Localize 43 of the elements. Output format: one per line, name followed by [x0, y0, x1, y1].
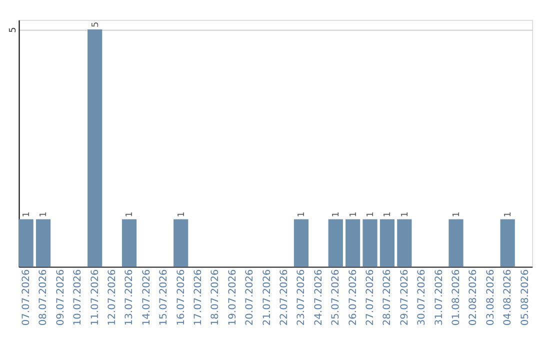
x-tick-label: 15.07.2026: [158, 269, 170, 326]
x-tick-label: 23.07.2026: [296, 269, 308, 326]
x-tick-label: 24.07.2026: [313, 269, 324, 326]
x-tick-label: 27.07.2026: [364, 269, 376, 326]
data-label: 1: [332, 212, 342, 218]
x-tick-label: 08.07.2026: [38, 269, 50, 326]
x-tick-label: 28.07.2026: [382, 269, 394, 326]
data-label: 1: [39, 212, 50, 218]
data-label: 1: [400, 212, 410, 218]
x-tick-label: 11.07.2026: [90, 269, 101, 326]
x-tick-label: 25.07.2026: [330, 269, 342, 326]
data-label: 1: [452, 212, 462, 218]
x-tick-label: 26.07.2026: [348, 269, 359, 326]
x-tick-label: 01.08.2026: [450, 269, 462, 326]
data-label: 1: [504, 212, 514, 218]
data-label: 1: [366, 212, 376, 218]
data-label: 5: [90, 22, 101, 28]
x-tick-label: 04.08.2026: [502, 269, 514, 326]
x-tick-label: 09.07.2026: [55, 269, 66, 326]
data-label: 1: [297, 212, 308, 218]
x-tick-label: 22.07.2026: [278, 269, 290, 326]
data-label: 1: [176, 212, 187, 218]
x-tick-label: 30.07.2026: [416, 269, 428, 326]
x-tick-label: 29.07.2026: [399, 269, 410, 326]
x-tick-label: 31.07.2026: [434, 269, 445, 326]
data-label: 1: [383, 212, 394, 218]
x-tick-label: 18.07.2026: [210, 269, 222, 326]
data-label: 1: [348, 212, 359, 218]
x-tick-label: 17.07.2026: [193, 269, 204, 326]
x-tick-label: 10.07.2026: [72, 269, 84, 326]
x-tick-label: 07.07.2026: [21, 269, 32, 326]
x-tick-label: 16.07.2026: [176, 269, 187, 326]
data-label: 1: [22, 212, 32, 218]
x-tick-label: 20.07.2026: [244, 269, 256, 326]
x-tick-label: 12.07.2026: [107, 269, 118, 326]
x-tick-label: 02.08.2026: [468, 269, 480, 326]
x-tick-label: 03.08.2026: [485, 269, 496, 326]
data-label: 1: [125, 212, 136, 218]
x-tick-label: 05.08.2026: [520, 269, 531, 326]
x-tick-label: 21.07.2026: [262, 269, 273, 326]
x-tick-label: 13.07.2026: [124, 269, 136, 326]
x-tick-label: 19.07.2026: [227, 269, 238, 326]
x-tick-label: 14.07.2026: [141, 269, 152, 326]
